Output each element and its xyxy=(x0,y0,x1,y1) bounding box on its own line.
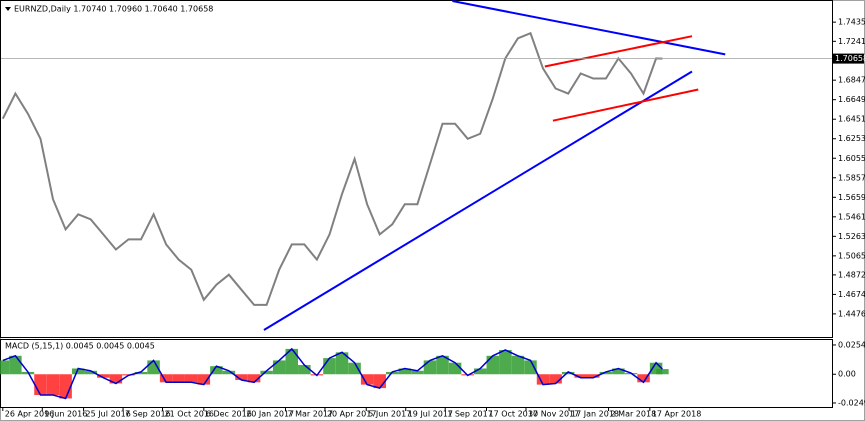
macd-bar xyxy=(398,368,412,375)
macd-bar xyxy=(637,374,650,383)
macd-bar xyxy=(348,362,361,375)
macd-bar xyxy=(172,374,185,383)
macd-bar xyxy=(473,368,487,375)
macd-bar xyxy=(9,355,22,375)
x-tick-label: 5 Jun 2017 xyxy=(368,410,411,419)
x-tick-label: 2 Mar 2018 xyxy=(611,410,657,419)
macd-bar xyxy=(84,370,97,375)
trendline xyxy=(452,0,726,56)
macd-bar xyxy=(197,374,211,385)
macd-bar xyxy=(247,374,261,383)
macd-line xyxy=(2,347,663,400)
macd-bar xyxy=(649,362,663,375)
macd-bar xyxy=(373,374,386,389)
macd-title: MACD (5,15,1) 0.0045 0.0045 0.0045 xyxy=(5,342,155,351)
macd-bar xyxy=(71,368,85,375)
macd-bar xyxy=(360,374,374,385)
macd-bar xyxy=(549,374,562,384)
x-tick-label: 17 Apr 2018 xyxy=(652,410,701,419)
macd-bar xyxy=(134,371,148,375)
macd-bar xyxy=(423,360,437,375)
price-line xyxy=(1,31,663,306)
trendline xyxy=(544,35,693,68)
current-price-label: 1.70658 xyxy=(835,54,865,63)
macd-bar xyxy=(499,350,512,375)
macd-bar xyxy=(486,355,500,375)
x-tick-label: 1 Sep 2017 xyxy=(447,410,493,419)
x-tick-label: 7 Mar 2017 xyxy=(287,410,333,419)
y-tick-label: 1.56590 xyxy=(838,193,865,202)
menu-icon xyxy=(5,7,11,11)
macd-bar xyxy=(436,355,449,375)
current-price-box xyxy=(833,53,864,64)
y-tick-label: 1.58570 xyxy=(838,173,865,182)
x-tick-label: 6 Dec 2016 xyxy=(206,410,252,419)
macd-bar xyxy=(599,371,613,375)
y-tick-label: 1.66490 xyxy=(838,95,865,104)
y-tick-label: 1.54610 xyxy=(838,212,865,221)
macd-bar xyxy=(285,348,299,375)
macd-bar xyxy=(561,371,575,375)
y-tick-label: 1.74355 xyxy=(838,18,865,27)
macd-bar xyxy=(511,355,525,375)
y-tick-label: 1.64510 xyxy=(838,115,865,124)
macd-bar xyxy=(335,352,349,375)
macd-bar xyxy=(574,374,587,378)
x-tick-label: 20 Jan 2017 xyxy=(246,410,294,419)
macd-bar xyxy=(185,374,198,383)
macd-bar xyxy=(272,360,286,375)
x-tick-label: 19 Jul 2017 xyxy=(408,410,453,419)
trendline xyxy=(552,88,699,122)
macd-bar xyxy=(536,374,550,385)
y-tick-label: 1.62530 xyxy=(838,134,865,143)
macd-bar xyxy=(411,370,424,375)
price-panel xyxy=(0,0,833,338)
macd-bar xyxy=(159,374,173,383)
macd-bar xyxy=(323,358,336,375)
x-tick-label: 7 Sep 2016 xyxy=(125,410,171,419)
macd-bar xyxy=(260,370,273,375)
macd-bar xyxy=(109,374,123,384)
x-tick-label: 17 Oct 2017 xyxy=(488,410,537,419)
macd-bar xyxy=(612,368,625,375)
x-tick-label: 30 Nov 2017 xyxy=(528,410,579,419)
x-tick-label: 26 Apr 2016 xyxy=(5,410,54,419)
chart-title: EURNZD,Daily 1.70740 1.70960 1.70640 1.7… xyxy=(14,5,213,14)
macd-bar xyxy=(210,366,223,375)
y-tick-label: 1.72410 xyxy=(838,37,865,46)
x-tick-label: 17 Jan 2018 xyxy=(571,410,619,419)
x-tick-label: 21 Oct 2016 xyxy=(165,410,214,419)
x-tick-label: 25 Jul 2016 xyxy=(86,410,131,419)
macd-bar xyxy=(587,374,600,378)
y-tick-label: 1.46740 xyxy=(838,290,865,299)
y-tick-label: 0.00 xyxy=(838,370,856,379)
y-tick-label: 0.0254 xyxy=(838,340,865,349)
macd-bar xyxy=(34,374,47,396)
y-tick-label: 1.60550 xyxy=(838,154,865,163)
macd-bar xyxy=(222,370,236,375)
y-tick-label: 1.68470 xyxy=(838,76,865,85)
y-tick-label: 1.48720 xyxy=(838,270,865,279)
macd-bar xyxy=(235,374,248,381)
macd-bar xyxy=(656,369,669,375)
y-tick-label: 1.50650 xyxy=(838,251,865,260)
y-tick-label: 1.44765 xyxy=(838,309,865,318)
macd-bar xyxy=(448,362,462,375)
y-tick-label: -0.0249 xyxy=(838,398,865,407)
macd-bar xyxy=(46,374,60,396)
macd-bar xyxy=(298,365,311,375)
y-tick-label: 1.52630 xyxy=(838,232,865,241)
x-tick-label: 9 Jun 2016 xyxy=(44,410,87,419)
macd-bar xyxy=(524,360,537,375)
macd-bar xyxy=(97,374,110,378)
macd-bar xyxy=(0,360,10,375)
trendline xyxy=(263,70,693,331)
x-tick-label: 20 Apr 2017 xyxy=(327,410,376,419)
